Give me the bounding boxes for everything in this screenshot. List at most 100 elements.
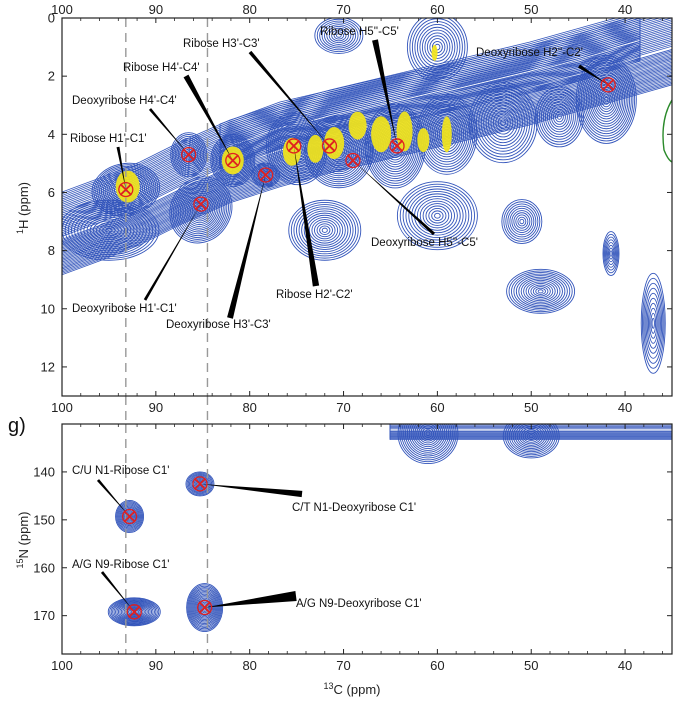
top-peak-contour: [303, 212, 346, 248]
bottom-peak-contour: [200, 601, 210, 614]
bottom-annotation-arrows: [96, 479, 303, 612]
bottom-peak-contour: [192, 591, 218, 624]
bottom-peak-contour: [112, 599, 157, 624]
top-y-axis-main: H: [16, 220, 31, 229]
bottom-peak-contour: [109, 598, 160, 626]
top-peak-contour: [177, 141, 200, 168]
top-peak-contour: [296, 206, 354, 255]
panel-letter-g: g): [8, 415, 26, 437]
bottom-annotation-arrow: [199, 483, 303, 498]
top-peak-label: Ribose H4'-C4': [123, 62, 200, 74]
top-peak-contour: [495, 113, 511, 132]
top-peak-contour: [211, 135, 254, 186]
top-peak-contour: [492, 110, 514, 135]
top-peak-contour: [328, 27, 349, 44]
top-peak-contour: [70, 207, 147, 254]
top-peak-contour: [582, 64, 631, 135]
top-peak-contour: [186, 194, 216, 226]
top-peak-contour: [640, 272, 666, 374]
top-peak-contour: [525, 281, 556, 302]
bottom-band-contour: [389, 424, 672, 438]
top-peak-contour: [311, 219, 339, 242]
bottom-peak-label: A/G N9-Deoxyribose C1': [296, 598, 422, 610]
top-highlight-region: [348, 111, 367, 140]
top-peak-contour: [183, 191, 219, 229]
bottom-peak-marker: [192, 476, 208, 492]
bottom-peak-contour: [196, 480, 204, 488]
bottom-x-bottom-tick-label: 100: [51, 658, 73, 673]
top-peak-contour: [183, 148, 194, 161]
top-contour-layer: [62, 18, 672, 374]
bottom-peak-contour: [123, 605, 145, 618]
top-y-axis-sup: 1: [15, 229, 25, 234]
top-highlight-region: [324, 127, 345, 160]
bottom-peak-contour: [412, 424, 444, 450]
top-peak-contour: [321, 227, 328, 233]
bottom-peak-contour: [115, 601, 154, 623]
bottom-peak-contour: [188, 585, 222, 630]
bottom-x-bottom-tick-label: 50: [524, 658, 538, 673]
top-peak-contour: [333, 31, 345, 40]
bottom-peak-contour: [508, 424, 554, 454]
bottom-y-axis-label: 15N (ppm): [15, 512, 31, 569]
top-peak-contour: [584, 67, 629, 132]
top-peak-contour: [577, 57, 636, 142]
top-peak-contour: [86, 216, 132, 244]
top-peak-contour: [608, 247, 614, 260]
top-peak-marker: [321, 138, 338, 154]
bottom-peak-contour: [191, 589, 219, 626]
top-peak-contour: [505, 203, 539, 240]
top-peak-contour: [485, 102, 521, 144]
top-peak-contour: [641, 277, 665, 369]
top-peak-contour: [520, 278, 561, 305]
top-peak-contour: [304, 115, 374, 189]
top-annotation-arrow: [227, 175, 266, 319]
top-peak-contour: [290, 201, 359, 259]
bottom-y-axis-main: N: [16, 549, 31, 558]
top-peak-contour: [77, 211, 141, 250]
bottom-peak-contour: [403, 424, 453, 459]
top-peak-contour: [306, 117, 372, 187]
top-peak-contour: [174, 181, 228, 238]
top-peak-contour: [314, 221, 336, 240]
top-upper-ridge-contour: [219, 21, 641, 166]
top-peak-contour: [506, 268, 576, 314]
top-peak-contour: [408, 190, 467, 241]
bottom-peak-marker: [126, 604, 142, 620]
top-peak-contour: [416, 23, 458, 71]
top-peak-contour: [508, 270, 573, 313]
top-peak-contour: [431, 113, 463, 155]
bottom-peak-contour: [110, 598, 158, 625]
top-peak-contour: [217, 142, 249, 179]
top-annotation-arrow: [116, 146, 126, 190]
top-peak-contour: [538, 91, 580, 143]
top-peak-contour: [319, 20, 359, 51]
top-peak-contour: [480, 96, 526, 149]
top-y-tick-label: 8: [48, 243, 55, 258]
top-ridge-contour: [62, 18, 672, 270]
top-peak-contour: [607, 244, 615, 263]
bottom-peak-contour: [416, 424, 440, 446]
top-peak-contour: [556, 113, 562, 120]
top-x-top-tick-label: 40: [618, 2, 632, 17]
top-peak-contour: [219, 145, 246, 176]
top-peak-contour: [475, 90, 531, 155]
top-peak-contour: [645, 292, 661, 354]
top-peak-contour: [500, 119, 506, 126]
top-peak-label: Deoxyribose H5''-C5': [371, 237, 478, 249]
top-peak-contour: [513, 212, 531, 231]
top-peak-contour: [419, 200, 455, 231]
bottom-peak-contour: [198, 599, 212, 616]
bottom-peak-contour: [526, 432, 536, 440]
bottom-peak-contour: [116, 501, 144, 532]
top-peak-contour: [528, 283, 554, 300]
top-peak-contour: [416, 198, 458, 234]
bottom-peak-contour: [117, 602, 151, 621]
top-peak-marker-cross: [287, 139, 300, 153]
bottom-peak-contour: [119, 603, 150, 621]
top-upper-ridge-contour: [219, 37, 641, 152]
bottom-x-axis-label: 13C (ppm): [324, 681, 381, 697]
top-peak-contour: [402, 186, 473, 246]
bottom-peak-contour: [524, 430, 538, 442]
